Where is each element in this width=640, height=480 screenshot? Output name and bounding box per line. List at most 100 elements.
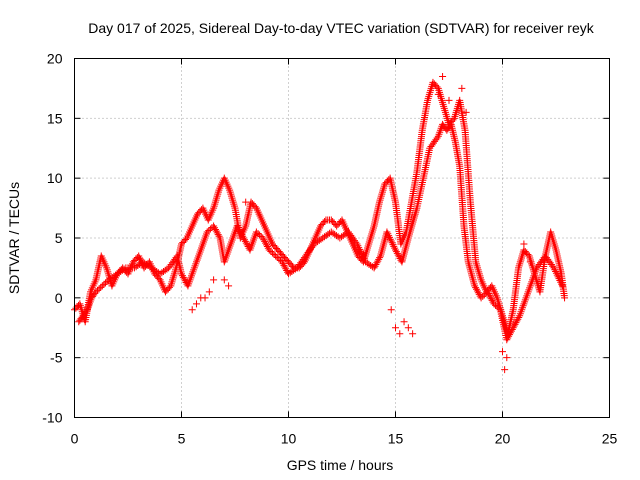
data-point-fill [492, 301, 500, 309]
x-tick-label: 0 [71, 431, 79, 447]
y-axis-label: SDTVAR / TECUs [6, 182, 22, 294]
data-point-fill [556, 276, 564, 284]
data-point [92, 288, 100, 296]
data-markers [71, 72, 569, 374]
data-point [203, 228, 211, 236]
data-point-fill [552, 268, 560, 276]
data-point-fill [275, 255, 283, 263]
data-point [387, 306, 395, 314]
data-point-fill [163, 265, 171, 273]
data-point [462, 108, 470, 116]
data-point [409, 330, 417, 338]
data-point-fill [555, 275, 563, 283]
data-point [520, 240, 528, 248]
data-point-fill [267, 247, 275, 255]
data-point [396, 330, 404, 338]
data-point-fill [493, 303, 501, 311]
data-point-fill [557, 278, 565, 286]
y-tick-label: -5 [50, 350, 63, 366]
data-point-fill [479, 292, 487, 300]
data-point-fill [387, 237, 395, 245]
data-point-fill [309, 242, 317, 250]
data-point [499, 348, 506, 356]
data-point-fill [552, 269, 560, 277]
data-point-fill [95, 285, 103, 293]
data-point-fill [495, 304, 503, 312]
data-point [383, 228, 391, 236]
data-point-fill [100, 280, 108, 288]
data-point [188, 306, 196, 314]
data-point [242, 198, 250, 206]
data-point [526, 258, 534, 266]
data-point [265, 246, 273, 254]
data-point [192, 300, 200, 308]
plot-frame [74, 58, 610, 418]
data-point [503, 354, 511, 362]
data-point-fill [343, 229, 351, 237]
data-point-fill [321, 218, 329, 226]
data-point-fill [120, 265, 128, 273]
data-point [434, 90, 442, 98]
data-point-fill [358, 251, 366, 259]
data-point-fill [205, 227, 213, 235]
y-tick-label: 10 [47, 170, 63, 186]
data-point-fill [94, 286, 102, 294]
data-point-fill [515, 313, 523, 321]
data-point-fill [391, 244, 399, 252]
data-point-fill [82, 307, 90, 315]
data-point-fill [553, 271, 561, 279]
data-point-fill [376, 254, 384, 262]
x-tick-label: 15 [388, 431, 404, 447]
data-point [400, 318, 408, 326]
data-point-fill [386, 235, 394, 243]
data-point-fill [256, 231, 264, 239]
data-point-fill [551, 266, 559, 274]
data-point-fill [357, 249, 365, 257]
data-point [458, 84, 466, 92]
x-axis-label: GPS time / hours [287, 457, 394, 473]
data-point [439, 72, 447, 80]
data-point-fill [360, 254, 368, 262]
data-point-fill [558, 280, 566, 288]
data-point-fill [390, 242, 398, 250]
data-point [210, 276, 218, 284]
data-point-fill [355, 244, 363, 252]
y-tick-label: 20 [47, 51, 63, 67]
data-point [477, 294, 485, 302]
data-point-fill [273, 253, 281, 261]
data-point [205, 288, 213, 296]
data-point [550, 264, 558, 272]
data-point-fill [291, 265, 299, 273]
x-tick-label: 10 [281, 431, 297, 447]
data-point-fill [215, 232, 223, 240]
data-point-fill [385, 232, 393, 240]
data-point [501, 366, 509, 374]
data-point-fill [386, 233, 394, 241]
x-tick-label: 5 [178, 431, 186, 447]
data-point-fill [433, 134, 441, 142]
data-point [201, 294, 209, 302]
data-point [225, 282, 233, 290]
data-point-fill [356, 245, 364, 253]
data-point [98, 282, 106, 290]
data-point [392, 324, 399, 332]
data-point [220, 276, 228, 284]
y-tick-label: 15 [47, 110, 63, 126]
data-point-fill [389, 241, 397, 249]
x-tick-label: 25 [602, 431, 618, 447]
data-point-fill [388, 239, 396, 247]
data-point-fill [268, 249, 276, 257]
data-point [445, 96, 453, 104]
data-point [272, 252, 280, 260]
data-point [252, 228, 260, 236]
data-point [490, 300, 498, 308]
data-point [561, 294, 569, 302]
data-point-fill [254, 230, 262, 238]
chart-title: Day 017 of 2025, Sidereal Day-to-day VTE… [88, 20, 594, 36]
data-point-fill [384, 230, 392, 238]
data-point [558, 282, 566, 290]
data-point-fill [352, 238, 360, 246]
y-tick-label: -10 [42, 410, 62, 426]
data-point-fill [554, 273, 562, 281]
